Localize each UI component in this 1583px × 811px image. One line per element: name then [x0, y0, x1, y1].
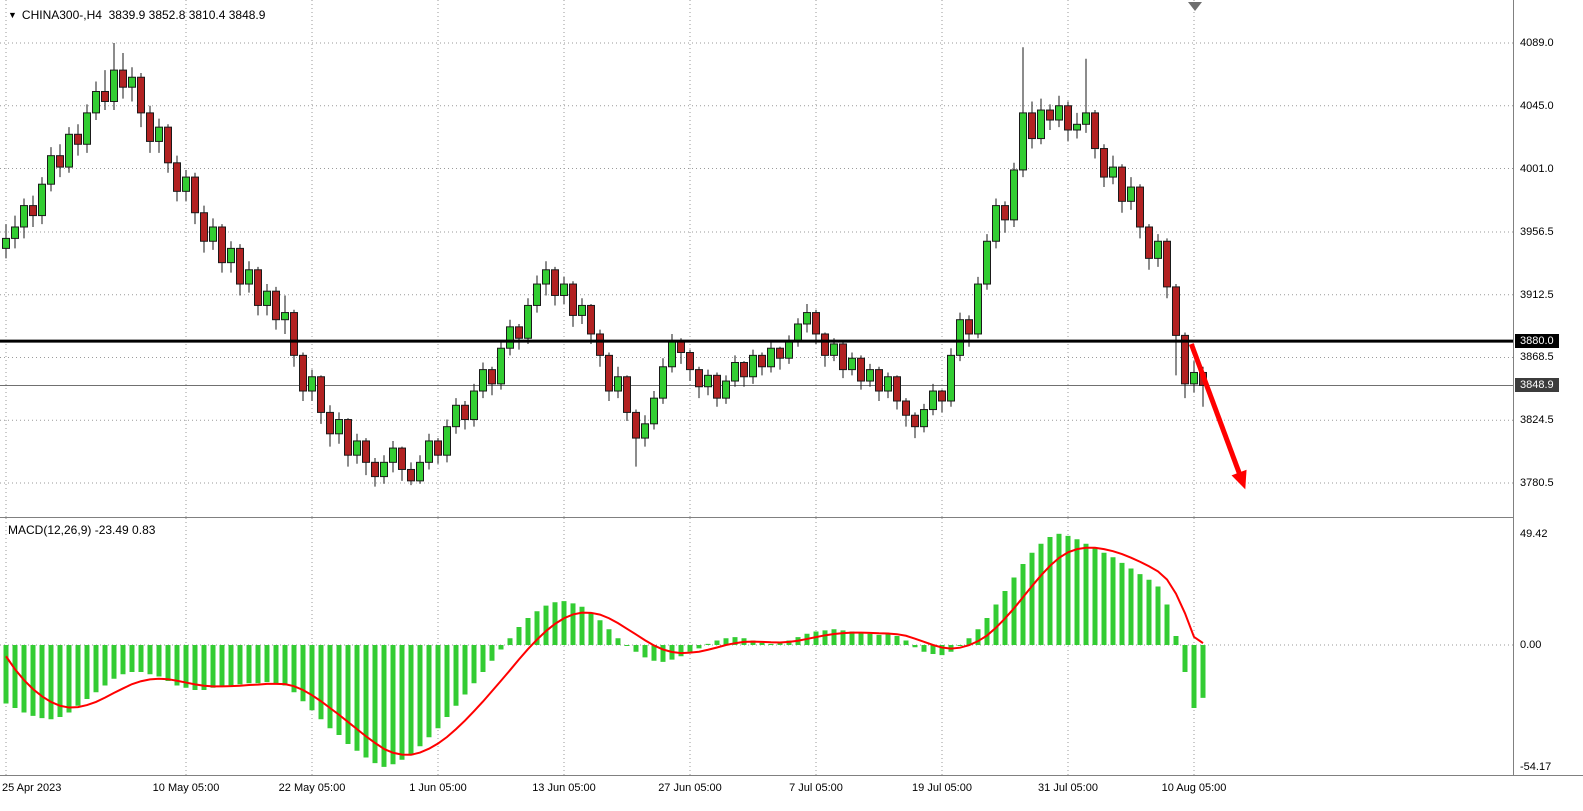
time-axis-label: 27 Jun 05:00 — [658, 782, 722, 794]
time-axis[interactable]: 25 Apr 2023 10 May 05:00 22 May 05:00 1 Jun… — [0, 776, 1583, 811]
price-chart-canvas[interactable] — [0, 0, 1514, 517]
bid-price-badge: 3848.9 — [1515, 378, 1559, 393]
macd-chart-canvas[interactable] — [0, 518, 1514, 775]
candlesticks — [2, 43, 1207, 487]
time-axis-label: 10 May 05:00 — [152, 782, 220, 794]
level-price-badge: 3880.0 — [1515, 334, 1559, 349]
price-axis-label: 4089.0 — [1520, 37, 1554, 49]
price-axis-label: 3824.5 — [1520, 414, 1554, 427]
macd-histogram — [3, 533, 1206, 767]
time-axis-label: 10 Aug 05:00 — [1161, 782, 1227, 794]
time-axis-label: 7 Jul 05:00 — [789, 782, 843, 794]
macd-signal-line — [5, 546, 1204, 756]
time-axis-label: 1 Jun 05:00 — [409, 782, 467, 794]
macd-gridlines — [0, 518, 1514, 775]
macd-indicator-label: MACD(12,26,9) -23.49 0.83 — [8, 523, 156, 537]
price-axis-label: 3780.5 — [1520, 477, 1554, 489]
price-axis-label: 4045.0 — [1520, 99, 1554, 112]
time-axis-separator — [0, 775, 1583, 776]
chart-shift-marker-icon[interactable] — [1188, 2, 1202, 11]
pane-separator[interactable] — [0, 517, 1583, 518]
price-axis-label: 3912.5 — [1520, 288, 1554, 301]
time-axis-label: 22 May 05:00 — [278, 782, 346, 794]
symbol-dropdown-icon: ▼ — [8, 10, 17, 20]
time-axis-label: 25 Apr 2023 — [2, 782, 62, 794]
time-axis-label: 19 Jul 05:00 — [912, 782, 972, 794]
symbol-ohlc-values: 3839.9 3852.8 3810.4 3848.9 — [108, 8, 266, 22]
price-axis-label: 3956.5 — [1520, 225, 1554, 238]
symbol-name: CHINA300-,H4 — [21, 8, 102, 22]
trend-arrow — [1188, 343, 1247, 490]
symbol-ohlc-label: ▼ CHINA300-,H4 3839.9 3852.8 3810.4 3848.… — [8, 8, 265, 22]
price-axis-label: 4001.0 — [1520, 162, 1554, 175]
price-axis-label: 3868.5 — [1520, 351, 1554, 364]
time-axis-label: 31 Jul 05:00 — [1038, 782, 1098, 794]
time-axis-label: 13 Jun 05:00 — [532, 782, 596, 794]
price-axis[interactable]: 3880.0 3848.9 4089.0 4045.0 4001.0 3956.5 39… — [1513, 0, 1583, 775]
macd-axis-label: 49.42 — [1520, 527, 1548, 540]
macd-axis-label: -54.17 — [1520, 760, 1552, 773]
macd-axis-label: 0.00 — [1520, 639, 1542, 651]
